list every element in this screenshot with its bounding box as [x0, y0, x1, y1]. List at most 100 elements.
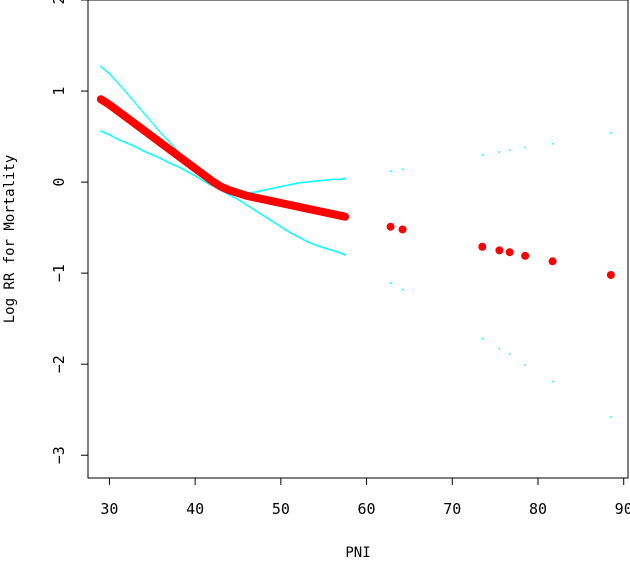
plot-frame — [87, 0, 629, 479]
ci-upper-point — [158, 130, 161, 133]
estimate-point — [505, 248, 514, 257]
ci-lower-point — [524, 364, 527, 366]
ci-lower-point — [551, 380, 554, 383]
ci-upper-point — [103, 68, 106, 71]
ci-upper-point — [609, 132, 612, 134]
ci-upper-point — [169, 142, 172, 145]
ci-upper-point — [498, 151, 501, 153]
y-tick-label: 1 — [50, 87, 68, 96]
ci-upper-point — [128, 94, 130, 97]
y-tick-label: −3 — [50, 446, 68, 464]
ci-upper-point — [104, 69, 107, 72]
ci-upper-point — [141, 110, 144, 113]
ci-upper-point — [155, 126, 157, 129]
ci-upper-point — [114, 79, 117, 82]
ci-lower-point — [401, 288, 404, 291]
ci-upper-point — [167, 139, 170, 142]
x-tick-label: 70 — [443, 500, 461, 518]
ci-upper-point — [117, 81, 119, 84]
y-tick-label: 0 — [50, 178, 68, 187]
ci-upper-point — [119, 84, 122, 87]
ci-lower-point — [498, 347, 501, 350]
estimate-point — [386, 222, 395, 231]
ci-upper-point — [153, 124, 156, 127]
estimate-point — [495, 246, 504, 255]
ci-upper-point — [115, 80, 118, 83]
x-tick-label: 50 — [272, 500, 290, 518]
ci-upper-point — [162, 134, 165, 137]
ci-lower-point — [344, 254, 347, 256]
ci-upper-point — [163, 135, 166, 138]
ci-upper-point — [401, 168, 404, 171]
ci-upper-point — [99, 65, 102, 68]
ci-upper-point — [338, 178, 341, 181]
estimate-point — [398, 225, 407, 234]
ci-lower-point — [609, 416, 612, 418]
confidence-interval-layer — [99, 65, 612, 418]
estimate-point — [606, 270, 615, 279]
ci-upper-point — [524, 146, 527, 149]
ci-lower-point — [508, 353, 511, 356]
ci-upper-point — [164, 137, 167, 140]
ci-upper-point — [110, 75, 113, 78]
ci-upper-point — [123, 89, 126, 91]
ci-upper-point — [106, 70, 108, 73]
ci-upper-point — [108, 72, 111, 75]
ci-upper-point — [344, 177, 347, 180]
ci-upper-point — [109, 74, 112, 76]
x-tick-label: 40 — [186, 500, 204, 518]
ci-upper-point — [102, 67, 105, 70]
ci-upper-point — [159, 132, 162, 134]
ci-upper-point — [389, 170, 392, 173]
ci-upper-point — [129, 96, 132, 99]
ci-upper-point — [156, 127, 159, 130]
ci-upper-point — [139, 107, 141, 110]
ci-upper-point — [122, 87, 124, 90]
ci-upper-point — [118, 83, 121, 86]
estimate-point — [521, 251, 530, 260]
ci-upper-point — [112, 76, 114, 79]
ci-upper-point — [481, 153, 484, 156]
ci-upper-point — [140, 109, 143, 111]
ci-upper-point — [168, 141, 171, 143]
x-axis: 30 40 50 60 70 80 90 — [100, 478, 630, 518]
ci-lower-point — [389, 282, 392, 285]
ci-upper-point — [101, 66, 103, 69]
ci-upper-point — [133, 100, 135, 103]
ci-upper-point — [131, 99, 134, 101]
ci-upper-point — [147, 117, 150, 120]
ci-upper-point — [508, 149, 511, 152]
x-tick-label: 90 — [615, 500, 630, 518]
ci-upper-point — [135, 103, 138, 106]
y-tick-label: −2 — [50, 355, 68, 373]
ci-upper-point — [161, 133, 163, 136]
ci-upper-point — [152, 123, 155, 126]
ci-upper-point — [157, 129, 160, 131]
ci-upper-point — [148, 119, 151, 121]
ci-upper-point — [125, 91, 128, 94]
ci-upper-point — [551, 142, 554, 145]
ci-upper-point — [333, 178, 336, 181]
ci-upper-point — [150, 120, 152, 123]
ci-upper-point — [107, 71, 110, 74]
y-tick-label: −1 — [50, 264, 68, 282]
estimate-layer — [96, 95, 615, 279]
ci-upper-point — [126, 93, 129, 96]
ci-upper-point — [144, 113, 146, 116]
y-axis-title: Log RR for Mortality — [2, 155, 18, 324]
x-tick-label: 60 — [358, 500, 376, 518]
x-tick-label: 30 — [100, 500, 118, 518]
ci-upper-point — [170, 143, 173, 146]
ci-upper-point — [142, 112, 145, 114]
ci-upper-point — [336, 178, 339, 181]
ci-upper-point — [124, 90, 127, 93]
ci-upper-point — [151, 122, 154, 124]
y-axis: −3 −2 −1 0 1 2 — [50, 0, 88, 464]
x-tick-label: 80 — [529, 500, 547, 518]
ci-upper-point — [146, 116, 149, 119]
ci-upper-point — [136, 104, 139, 107]
x-axis-title: PNI — [345, 545, 370, 561]
ci-upper-point — [145, 114, 148, 117]
